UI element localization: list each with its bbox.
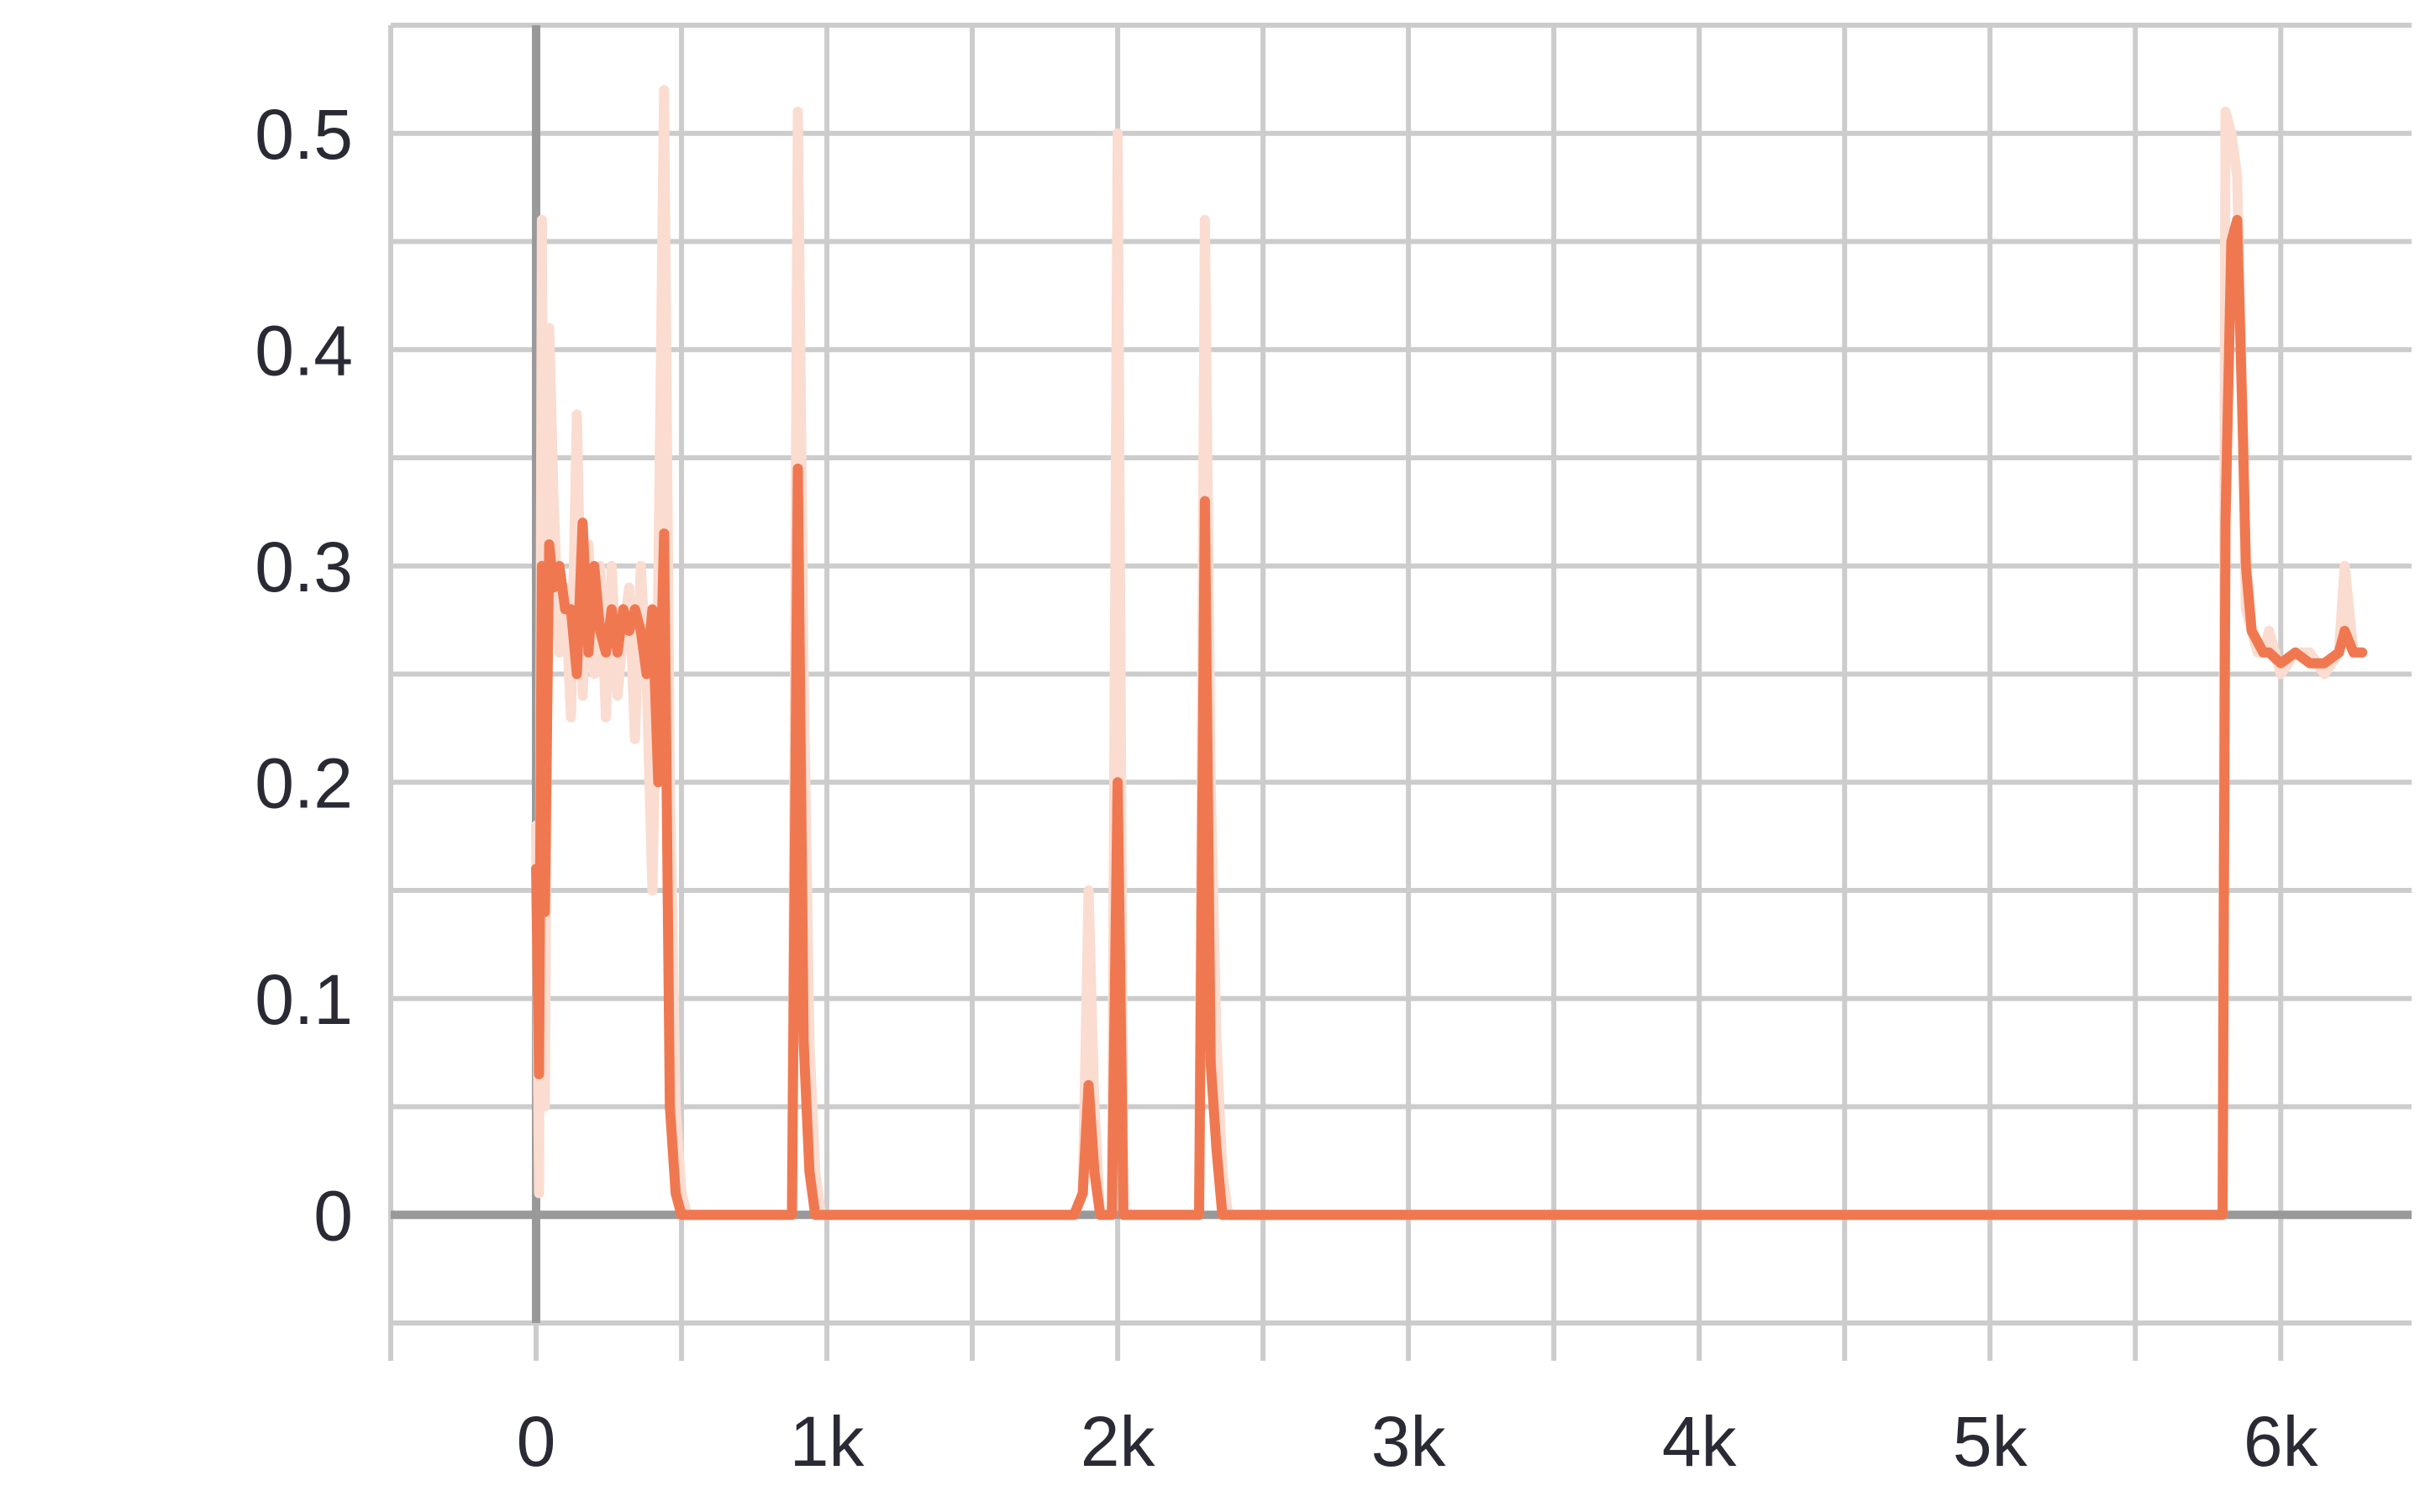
x-tick-label: 4k xyxy=(1662,1402,1738,1481)
x-tick-label: 2k xyxy=(1081,1402,1156,1481)
raw-series xyxy=(531,85,2368,1221)
tick-labels: 0 0.1 0.2 0.3 0.4 0.5 0 1k 2k 3k 4k 5k 6k xyxy=(255,95,2318,1481)
x-tick-label: 6k xyxy=(2244,1402,2319,1481)
smoothed-series xyxy=(531,214,2368,1221)
y-tick-label: 0.2 xyxy=(255,743,353,822)
x-tick-label: 5k xyxy=(1953,1402,2028,1481)
y-tick-label: 0 xyxy=(313,1176,353,1255)
y-tick-label: 0.4 xyxy=(255,311,353,390)
grid-lines xyxy=(388,23,2412,1361)
y-tick-label: 0.3 xyxy=(255,528,353,606)
x-tick-label: 0 xyxy=(517,1402,556,1481)
raw-series-line xyxy=(531,85,2368,1221)
y-tick-label: 0.1 xyxy=(255,960,353,1039)
smoothed-series-line xyxy=(531,214,2368,1221)
x-tick-label: 3k xyxy=(1371,1402,1447,1481)
y-tick-label: 0.5 xyxy=(255,95,353,174)
x-tick-label: 1k xyxy=(790,1402,865,1481)
